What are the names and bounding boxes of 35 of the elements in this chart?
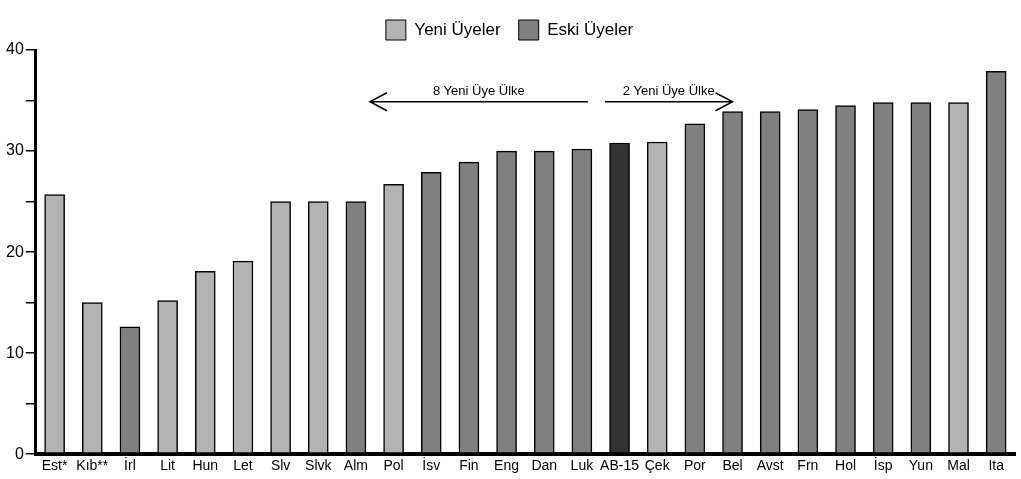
- x-tick-label: İrl: [124, 456, 136, 474]
- x-tick-label: Por: [683, 457, 707, 474]
- x-tick-label: Yun: [908, 457, 933, 474]
- y-tick-label: 40: [6, 40, 24, 58]
- annotation: 8 Yeni Üye Ülke: [433, 82, 525, 98]
- x-tick-label: Pol: [383, 457, 404, 474]
- x-tick-label: Dan: [531, 457, 558, 474]
- x-tick-label: Slv: [270, 457, 291, 474]
- x-tick-label: Est*: [41, 457, 69, 474]
- x-tick-label: Luk: [570, 457, 595, 474]
- x-tick-label: Slvk: [305, 457, 333, 474]
- x-tick-label: Bel: [722, 457, 743, 474]
- annotation: 2 Yeni Üye Ülke: [622, 82, 715, 98]
- x-tick-label: Eng: [494, 457, 520, 474]
- x-tick-label: Çek: [644, 457, 671, 474]
- y-tick-label: 10: [6, 343, 24, 361]
- x-tick-label: Mal: [947, 457, 970, 474]
- legend-label: Eski Üyeler: [547, 19, 634, 39]
- x-tick-label: İsv: [422, 456, 441, 474]
- x-tick-label: Alm: [343, 457, 368, 474]
- x-tick-label: Lit: [160, 457, 176, 474]
- x-tick-label: Kıb**: [76, 457, 109, 474]
- y-tick-label: 30: [6, 141, 24, 159]
- legend-label: Yeni Üyeler: [414, 19, 502, 39]
- x-tick-label: Avst: [756, 457, 784, 474]
- x-tick-label: Let: [233, 457, 253, 474]
- x-tick-label: Fin: [459, 457, 479, 474]
- x-tick-label: Hun: [192, 457, 219, 474]
- x-tick-label: Frn: [797, 457, 819, 474]
- y-tick-label: 20: [6, 242, 24, 260]
- y-tick-label: 0: [14, 444, 24, 462]
- x-tick-label: İsp: [873, 456, 893, 474]
- x-tick-label: Ita: [988, 457, 1005, 474]
- x-tick-label: Hol: [835, 457, 857, 474]
- x-tick-label: AB-15: [600, 457, 640, 474]
